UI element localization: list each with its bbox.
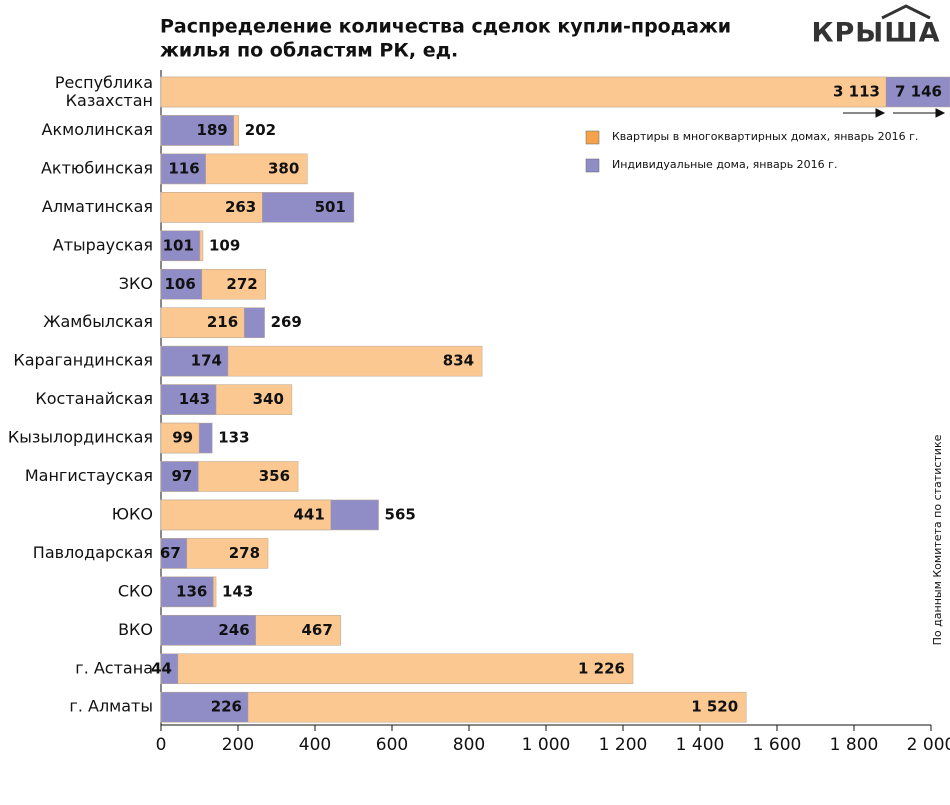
legend-label: Квартиры в многоквартирных домах, январь… <box>612 130 918 143</box>
y-tick-label: ЮКО <box>112 504 153 523</box>
value-label: 340 <box>253 390 284 408</box>
bar <box>160 691 747 723</box>
value-label: 246 <box>218 621 249 639</box>
x-tick-label: 1 400 <box>676 735 725 755</box>
bar <box>160 461 199 492</box>
y-tick-label: Карагандинская <box>13 351 153 370</box>
value-label: 7 146 <box>895 83 942 101</box>
x-tick-label: 2 000 <box>907 735 950 755</box>
value-label: 272 <box>226 275 257 293</box>
source-note: По данным Комитета по статистике <box>931 434 944 645</box>
chart-title-line: жилья по областям РК, ед. <box>160 40 458 62</box>
value-label: 269 <box>271 313 302 331</box>
value-label: 356 <box>259 467 290 485</box>
y-tick-label: Павлодарская <box>33 543 153 562</box>
y-tick-label: Мангистауская <box>25 466 153 485</box>
value-label: 441 <box>293 505 324 523</box>
value-label: 116 <box>168 159 199 177</box>
value-label: 1 520 <box>691 698 738 716</box>
bar <box>160 230 201 262</box>
value-label: 174 <box>191 352 222 370</box>
value-label: 278 <box>229 544 260 562</box>
bar <box>160 76 887 108</box>
value-label: 263 <box>225 198 256 216</box>
bar <box>160 691 249 723</box>
bar <box>160 538 188 569</box>
value-label: 99 <box>172 429 193 447</box>
value-label: 143 <box>222 582 253 600</box>
value-label: 44 <box>151 659 172 677</box>
bar <box>160 115 235 146</box>
value-label: 1 226 <box>578 659 625 677</box>
bar <box>160 499 332 531</box>
bar <box>160 153 206 185</box>
logo-text: КРЫША <box>811 18 940 49</box>
logo: КРЫША <box>811 4 940 49</box>
x-tick-label: 200 <box>222 735 254 755</box>
bar <box>160 384 217 415</box>
value-label: 380 <box>268 159 299 177</box>
bar <box>160 307 245 338</box>
y-tick-label: Республика Казахстан <box>55 73 153 110</box>
value-label: 133 <box>218 429 249 447</box>
bar <box>160 192 263 223</box>
value-label: 136 <box>176 582 207 600</box>
bar <box>160 422 200 454</box>
y-tick-label: Алматинская <box>42 197 153 216</box>
y-tick-label: Атырауская <box>53 235 153 254</box>
value-label: 189 <box>196 121 227 139</box>
legend-swatch <box>585 130 600 145</box>
x-tick-label: 1 200 <box>599 735 648 755</box>
y-tick-label: Актюбинская <box>41 158 153 177</box>
x-tick-label: 1 800 <box>830 735 879 755</box>
y-tick-label: ЗКО <box>119 274 153 293</box>
y-tick-label: г. Алматы <box>69 697 153 716</box>
bar <box>160 615 256 646</box>
x-tick-label: 800 <box>453 735 485 755</box>
value-label: 565 <box>385 505 416 523</box>
value-label: 67 <box>160 544 181 562</box>
x-tick-label: 1 600 <box>753 735 802 755</box>
bar <box>160 345 229 377</box>
value-label: 109 <box>209 236 240 254</box>
value-label: 202 <box>245 121 276 139</box>
x-tick-label: 600 <box>376 735 408 755</box>
y-tick-label: ВКО <box>118 620 153 639</box>
value-label: 97 <box>171 467 192 485</box>
y-tick-label: Акмолинская <box>42 120 153 139</box>
legend-swatch <box>585 158 600 173</box>
legend-label: Индивидуальные дома, январь 2016 г. <box>612 158 837 171</box>
y-tick-label: Жамбылская <box>43 312 153 331</box>
value-label: 834 <box>443 352 474 370</box>
y-tick-label: СКО <box>118 581 153 600</box>
break-arrows <box>843 108 946 118</box>
bar <box>160 576 214 608</box>
x-tick-label: 400 <box>299 735 331 755</box>
bar <box>160 269 203 300</box>
y-tick-label: Кызылординская <box>8 428 153 447</box>
value-label: 501 <box>315 198 346 216</box>
value-label: 143 <box>179 390 210 408</box>
bar <box>160 653 634 684</box>
x-tick-label: 1 000 <box>522 735 571 755</box>
value-label: 106 <box>164 275 195 293</box>
value-label: 226 <box>211 698 242 716</box>
value-label: 101 <box>163 236 194 254</box>
value-label: 3 113 <box>833 83 880 101</box>
x-tick-label: 0 <box>156 735 167 755</box>
y-tick-label: г. Астана <box>75 658 153 677</box>
chart-title-line: Распределение количества сделок купли-пр… <box>160 16 731 38</box>
value-label: 216 <box>207 313 238 331</box>
y-tick-label: Костанайская <box>35 389 153 408</box>
value-label: 467 <box>301 621 332 639</box>
bar <box>160 653 179 684</box>
